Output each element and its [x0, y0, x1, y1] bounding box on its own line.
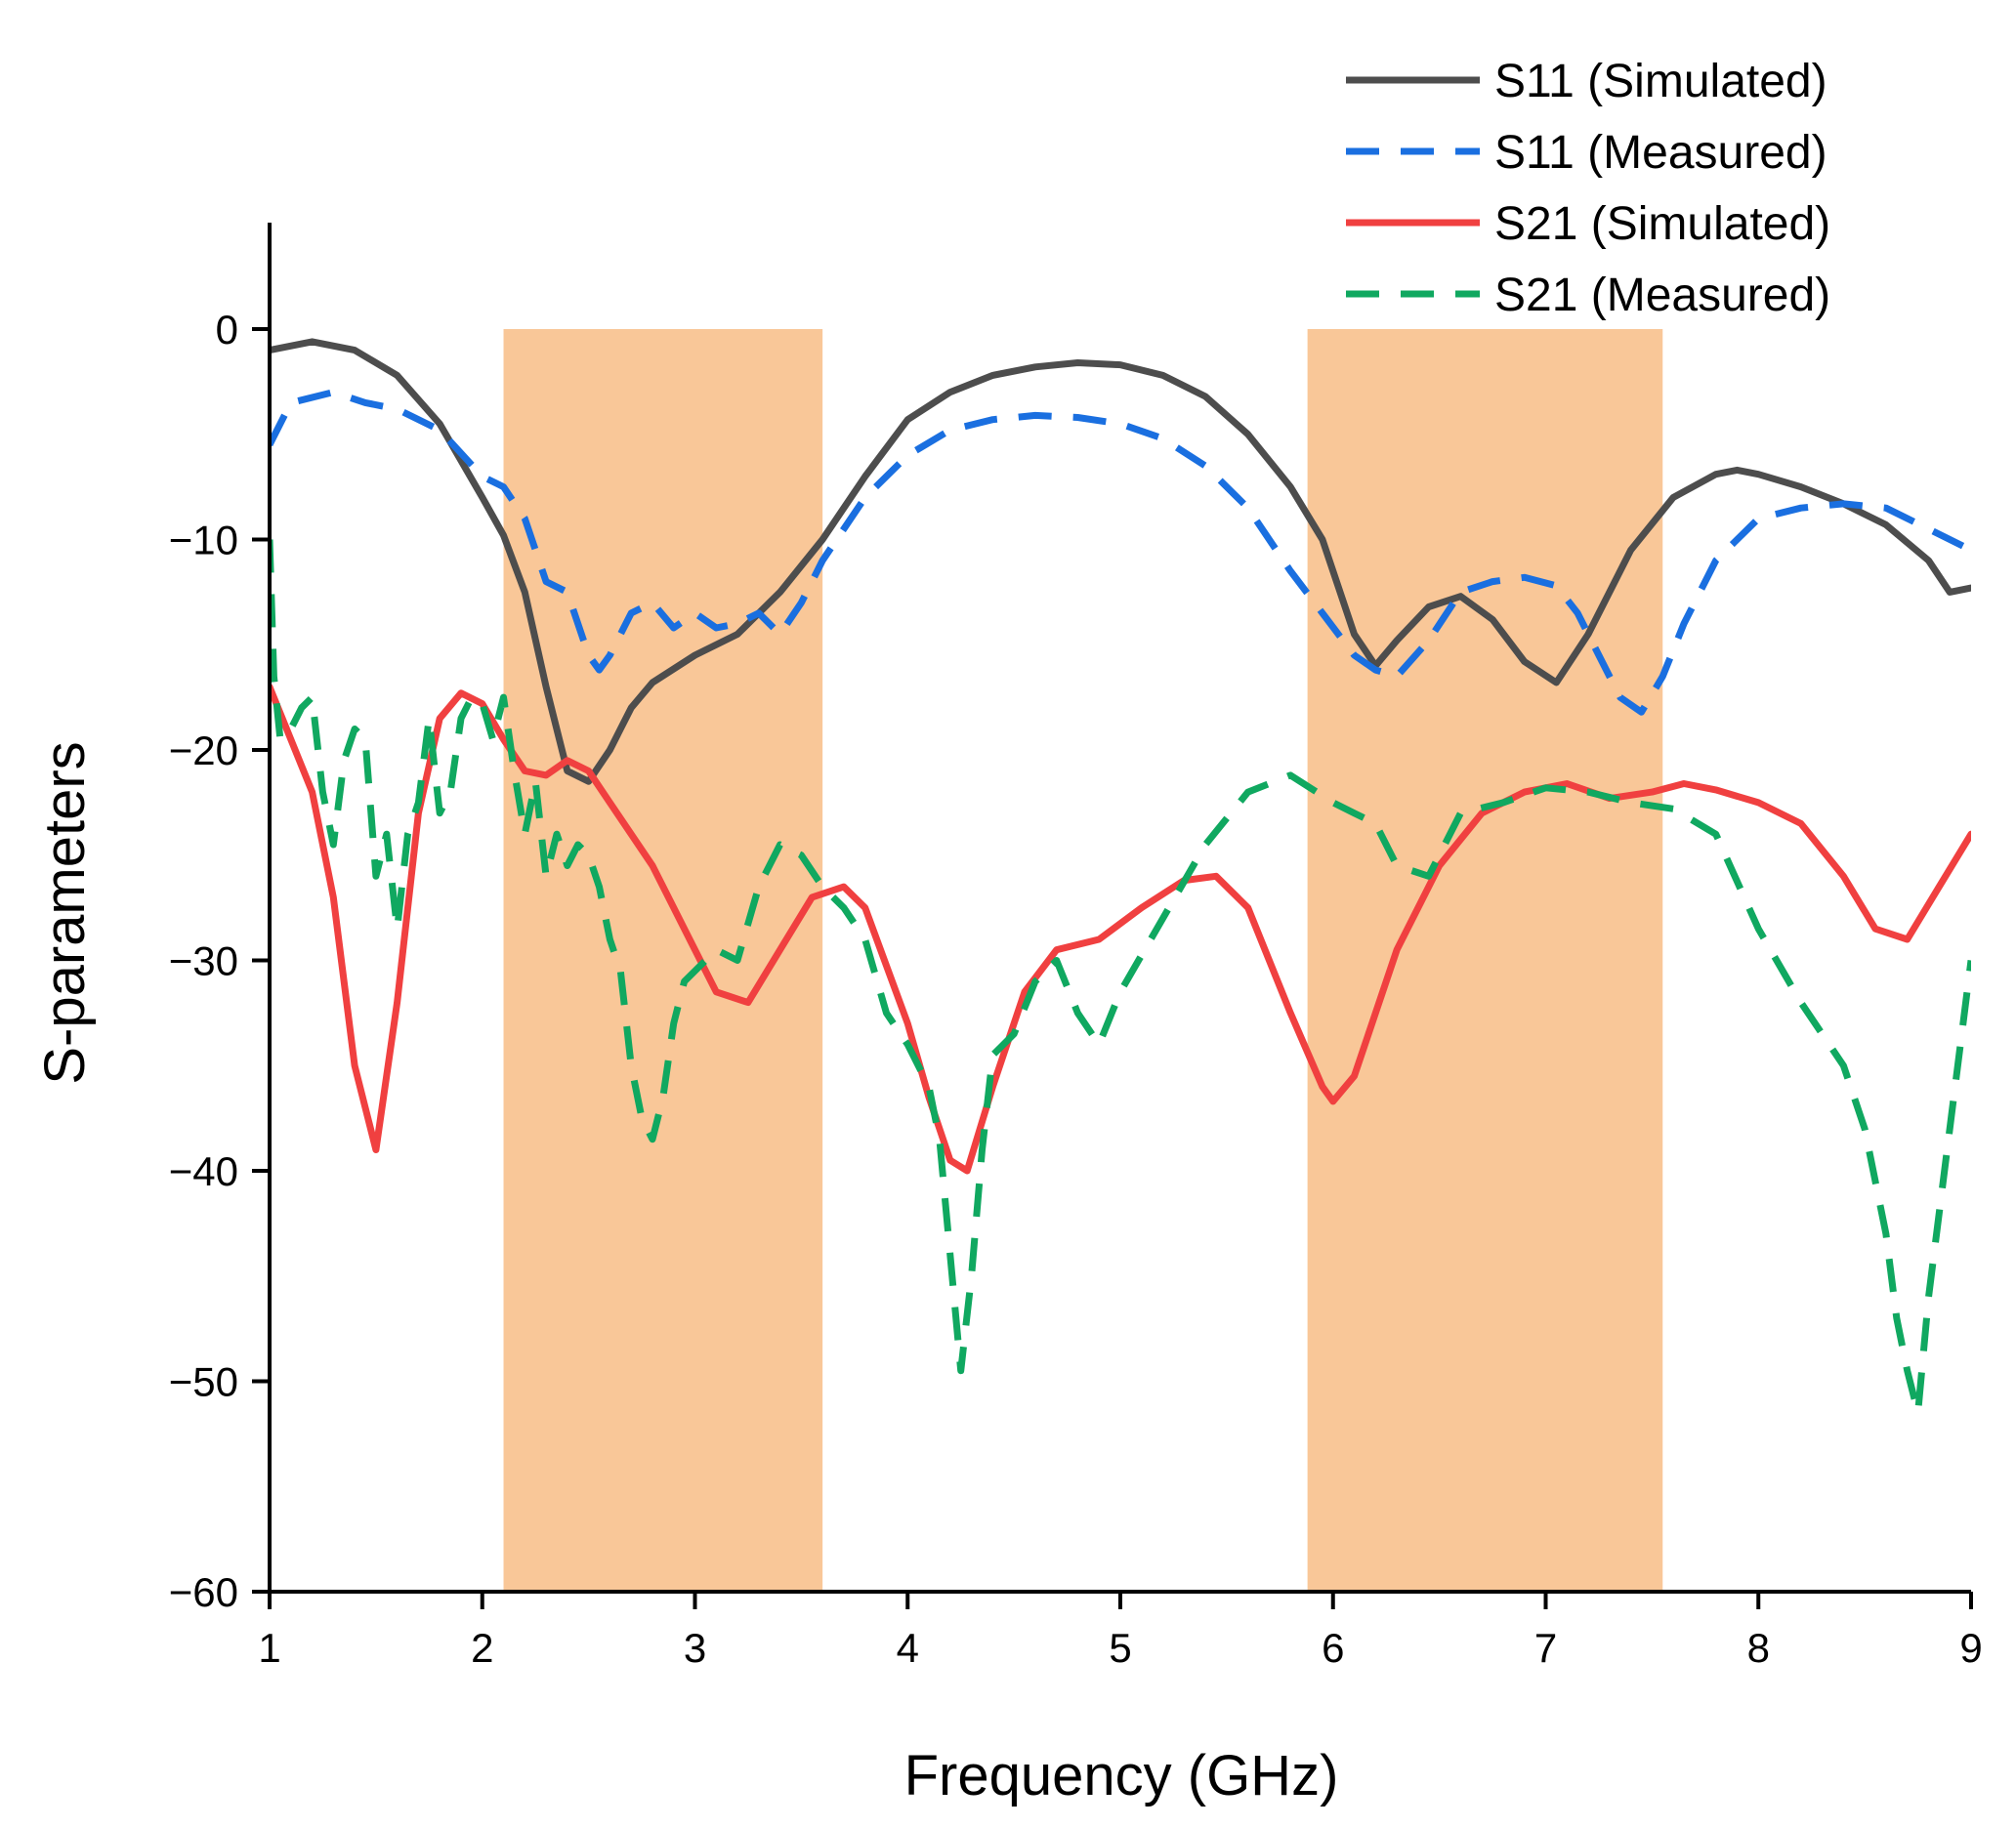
shaded-band-2	[1307, 329, 1663, 1592]
x-tick-label: 4	[897, 1625, 919, 1671]
series-line-2	[270, 389, 1971, 716]
x-tick-label: 3	[684, 1625, 706, 1671]
legend-label-3: S21 (Simulated)	[1494, 198, 1830, 250]
y-axis-title: S-parameters	[33, 741, 97, 1084]
legend-label-1: S11 (Simulated)	[1494, 56, 1827, 107]
x-tick-label: 1	[258, 1625, 280, 1671]
x-tick-label: 8	[1747, 1625, 1770, 1671]
y-tick-label: 0	[216, 307, 238, 353]
x-axis-title: Frequency (GHz)	[904, 1744, 1339, 1807]
y-tick-label: −40	[169, 1148, 238, 1194]
legend: S11 (Simulated) S11 (Measured) S21 (Simula…	[1346, 56, 1830, 321]
shaded-bands	[503, 329, 1663, 1592]
data-series	[270, 338, 1971, 1417]
y-tick-label: −60	[169, 1569, 238, 1615]
legend-label-2: S11 (Measured)	[1494, 127, 1827, 179]
x-tick-label: 9	[1959, 1625, 1982, 1671]
x-tick-label: 2	[471, 1625, 493, 1671]
x-tick-label: 7	[1534, 1625, 1557, 1671]
legend-label-4: S21 (Measured)	[1494, 270, 1830, 321]
x-tick-label: 5	[1109, 1625, 1131, 1671]
y-tick-label: −30	[169, 938, 238, 984]
shaded-band-1	[503, 329, 823, 1592]
ticks: 1 2 3 4 5 6 7 8 9 0 −10 −20 −30 −40 −50 −60	[169, 307, 1983, 1671]
y-tick-label: −20	[169, 727, 238, 773]
series-line-1	[270, 338, 1971, 785]
y-tick-label: −10	[169, 518, 238, 563]
y-tick-label: −50	[169, 1359, 238, 1405]
x-tick-label: 6	[1322, 1625, 1344, 1671]
series-line-4	[270, 539, 1971, 1417]
